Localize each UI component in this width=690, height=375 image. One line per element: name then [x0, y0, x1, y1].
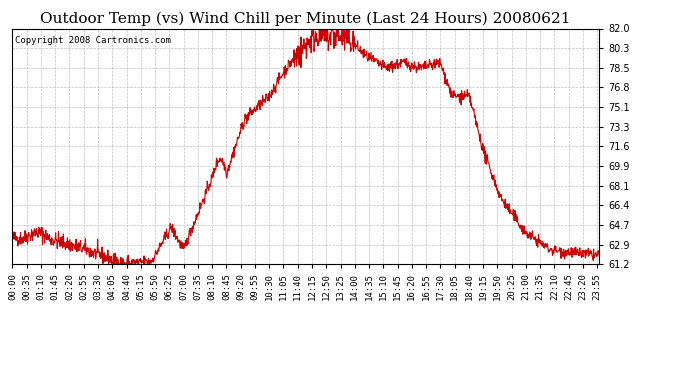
Title: Outdoor Temp (vs) Wind Chill per Minute (Last 24 Hours) 20080621: Outdoor Temp (vs) Wind Chill per Minute … [41, 12, 571, 26]
Text: Copyright 2008 Cartronics.com: Copyright 2008 Cartronics.com [15, 36, 171, 45]
